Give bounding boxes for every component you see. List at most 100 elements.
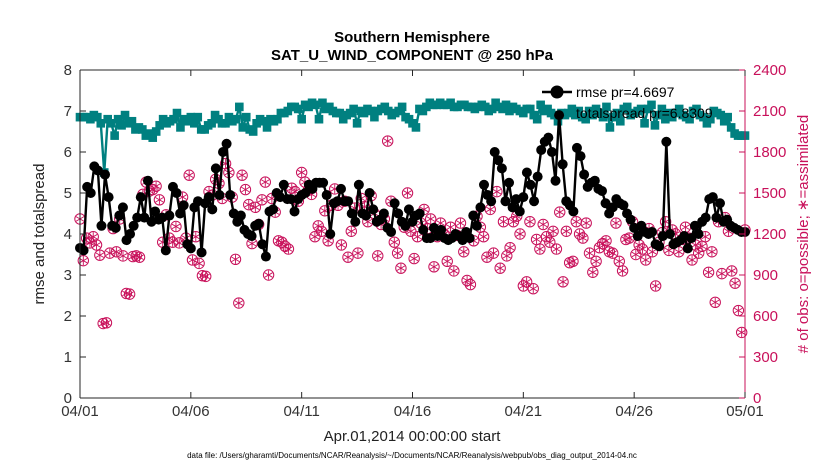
asterisk-stroke <box>621 236 631 243</box>
x-tick-label: 04/26 <box>615 403 653 420</box>
rmse-point <box>661 136 672 147</box>
obs-assimilated-marker <box>727 266 736 276</box>
totalspread-point <box>235 102 244 112</box>
totalspread-point <box>657 104 667 114</box>
y-tick-label-right: 2100 <box>753 103 786 120</box>
asterisk-stroke <box>509 219 518 225</box>
totalspread-point <box>106 119 116 128</box>
obs-possible-marker <box>458 246 470 258</box>
rmse-point <box>436 224 447 235</box>
y-tick-label-left: 7 <box>64 103 72 120</box>
rmse-point <box>500 196 511 207</box>
obs-assimilated-marker <box>155 195 164 205</box>
y-tick-label-left: 1 <box>64 349 72 366</box>
rmse-point <box>557 159 568 170</box>
obs-possible-marker <box>352 247 364 259</box>
asterisk-stroke <box>234 300 244 306</box>
obs-assimilated-marker <box>135 252 144 262</box>
rmse-point <box>350 216 361 227</box>
obs-assimilated-marker <box>651 281 660 291</box>
obs-assimilated-marker <box>588 267 598 277</box>
asterisk-stroke <box>105 250 114 256</box>
totalspread-point <box>172 108 182 118</box>
rmse-point <box>164 210 175 221</box>
totalspread-point <box>567 104 577 114</box>
asterisk-stroke <box>538 221 548 228</box>
rmse-point <box>543 132 554 143</box>
rmse-point <box>368 204 379 215</box>
asterisk-stroke <box>707 249 717 255</box>
obs-assimilated-marker <box>575 229 584 239</box>
obs-assimilated-marker <box>201 271 210 281</box>
asterisk-stroke <box>548 228 558 234</box>
y-tick-label-left: 5 <box>64 185 72 202</box>
asterisk-stroke <box>558 279 568 285</box>
obs-possible-marker <box>448 265 460 277</box>
asterisk-stroke <box>297 169 306 176</box>
obs-possible-marker <box>580 217 592 229</box>
obs-assimilated-marker <box>449 266 459 276</box>
obs-assimilated-marker <box>704 267 713 277</box>
asterisk-stroke <box>486 206 495 213</box>
obs-possible-marker <box>702 266 715 278</box>
obs-assimilated-marker <box>634 240 644 250</box>
obs-assimilated-marker <box>525 217 535 227</box>
totalspread-point <box>151 127 161 136</box>
asterisk-stroke <box>171 223 181 230</box>
asterisk-stroke <box>515 231 525 237</box>
obs-assimilated-marker <box>611 218 621 228</box>
totalspread-point <box>674 104 684 114</box>
asterisk-stroke <box>727 268 736 274</box>
obs-possible-marker <box>494 262 506 274</box>
totalspread-point <box>501 100 511 110</box>
obs-assimilated-marker <box>118 251 128 261</box>
totalspread-point <box>221 119 230 128</box>
rmse-point <box>114 210 125 221</box>
asterisk-stroke <box>615 258 624 265</box>
obs-possible-marker <box>279 240 291 253</box>
obs-possible-marker <box>706 246 718 258</box>
legend-item-rmse: rmse pr=4.6697 <box>542 84 675 100</box>
obs-possible-marker <box>441 255 453 268</box>
obs-possible-marker <box>477 231 490 243</box>
obs-possible-marker <box>735 326 748 339</box>
asterisk-stroke <box>691 242 700 248</box>
obs-assimilated-marker <box>85 238 95 248</box>
asterisk-stroke <box>383 138 392 144</box>
obs-assimilated-marker <box>535 244 545 254</box>
asterisk-stroke <box>314 223 323 229</box>
y-tick-label-left: 6 <box>64 144 72 161</box>
totalspread-point <box>366 106 376 116</box>
obs-possible-marker <box>90 239 103 251</box>
obs-assimilated-marker <box>184 170 194 180</box>
obs-possible-marker <box>381 135 394 147</box>
asterisk-stroke <box>598 240 607 247</box>
obs-assimilated-marker <box>734 305 743 316</box>
totalspread-point <box>723 112 732 122</box>
obs-assimilated-marker <box>519 281 528 291</box>
asterisk-stroke <box>489 250 498 256</box>
totalspread-point <box>238 123 248 132</box>
obs-possible-marker <box>312 220 324 232</box>
totalspread-point <box>716 110 726 120</box>
obs-assimilated-marker <box>241 184 250 195</box>
y-tick-label-left: 3 <box>64 267 72 284</box>
obs-possible-marker <box>345 225 357 237</box>
asterisk-stroke <box>244 201 253 208</box>
obs-possible-marker <box>77 254 90 267</box>
rmse-point <box>496 163 507 174</box>
rmse-point <box>700 212 711 223</box>
obs-possible-marker <box>104 247 116 259</box>
obs-assimilated-marker <box>234 298 244 308</box>
rmse-point <box>343 196 354 207</box>
totalspread-point <box>248 127 258 136</box>
rmse-point <box>579 169 590 180</box>
rmse-point <box>471 220 482 231</box>
asterisk-stroke <box>542 234 551 240</box>
obs-assimilated-marker <box>548 226 558 236</box>
rmse-point <box>518 192 529 203</box>
obs-assimilated-marker <box>552 244 561 254</box>
rmse-point <box>647 226 658 237</box>
obs-assimilated-marker <box>687 255 697 265</box>
x-tick-label: 04/06 <box>172 403 210 420</box>
